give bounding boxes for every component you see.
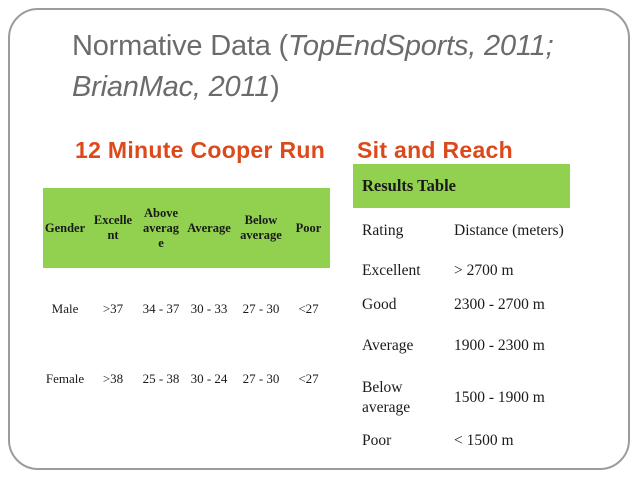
slide: Normative Data (TopEndSports, 2011; Bria… [8,8,630,470]
cooper-header-line: e [158,235,164,250]
sit-reach-rating-cell: Average [362,337,414,354]
sit-reach-rating-cell: Below average [362,379,411,416]
sit-reach-rating-cell: Rating [362,222,404,239]
cooper-header-line: Average [187,220,231,235]
cooper-header-cell-excellent: Excelle nt [87,188,139,268]
cooper-header-line: Below [244,213,278,227]
cooper-table-cell: <27 [298,371,319,386]
title-suffix: ) [270,71,280,103]
cooper-header-line: average [240,228,282,242]
cooper-table-cell: 25 - 38 [142,371,180,386]
cooper-table-cell: Female [45,371,85,386]
sit-reach-distance-cell: Distance (meters) [454,222,564,239]
sit-reach-row: Excellent > 2700 m [353,254,593,288]
cooper-table-cell: 34 - 37 [142,301,180,316]
cooper-table-body: Male >37 34 - 37 30 - 33 27 - 30 <27 Female >38… [43,268,330,414]
cooper-header-cell-gender: Gender [43,188,87,268]
cooper-header-cell-above-average: Above averag e [139,188,183,268]
sit-reach-distance-cell: 1500 - 1900 m [454,389,545,406]
cooper-header-line: nt [107,228,119,242]
cooper-table-cell: 30 - 33 [190,301,228,316]
sit-reach-rating-cell: Good [362,295,397,313]
cooper-table-header-row: Gender Excelle nt Above averag e Average Below a… [43,188,330,268]
cooper-table-cell: <27 [298,301,319,316]
cooper-table-cell: 30 - 24 [190,371,228,386]
sit-reach-rating-cell: Excellent [362,262,421,279]
section-heading-sit-and-reach: Sit and Reach [357,137,513,163]
cooper-table-row: Female >38 25 - 38 30 - 24 27 - 30 <27 [43,344,330,414]
cooper-table-cell: 27 - 30 [242,371,280,386]
cooper-header-line: Above [143,205,179,220]
sit-reach-distance-cell: 1900 - 2300 m [454,337,545,354]
cooper-header-line: averag [142,220,180,235]
sit-reach-row: Average 1900 - 2300 m [353,321,593,371]
cooper-header-cell-below-average: Below average [235,188,287,268]
cooper-header-cell-poor: Poor [287,188,330,268]
title-prefix: Normative Data ( [72,30,288,62]
cooper-table-cell: 27 - 30 [242,301,280,316]
sit-reach-row: Good 2300 - 2700 m [353,288,593,321]
cooper-table-row: Male >37 34 - 37 30 - 33 27 - 30 <27 [43,274,330,344]
sit-reach-distance-cell: 2300 - 2700 m [454,295,545,313]
cooper-header-cell-average: Average [183,188,235,268]
cooper-header-line: Poor [295,220,322,235]
slide-title: Normative Data (TopEndSports, 2011; Bria… [72,26,628,108]
sit-reach-distance-cell: < 1500 m [454,432,514,449]
cooper-table-cell: >37 [102,301,124,316]
sit-reach-rating-cell: Poor [362,432,392,449]
title-citation: TopEndSports, 2011; BrianMac, 2011 [72,30,554,103]
sit-and-reach-table: Results Table Rating Distance (meters) Exc… [353,164,593,457]
cooper-table-cell: Male [51,301,79,316]
sit-reach-row: Poor < 1500 m [353,425,593,457]
sit-and-reach-table-body: Rating Distance (meters) Excellent > 2700 m… [353,208,593,457]
sit-reach-distance-cell: > 2700 m [454,262,514,279]
sit-reach-row: Rating Distance (meters) [353,208,593,254]
cooper-header-line: Excelle [93,213,133,227]
cooper-run-table: Gender Excelle nt Above averag e Average Below a… [43,188,330,414]
cooper-table-cell: >38 [102,371,124,386]
sit-reach-row: Below average 1500 - 1900 m [353,371,593,425]
results-table-header: Results Table [353,164,570,208]
cooper-header-line: Gender [44,220,86,235]
section-heading-cooper-run: 12 Minute Cooper Run [75,137,326,163]
